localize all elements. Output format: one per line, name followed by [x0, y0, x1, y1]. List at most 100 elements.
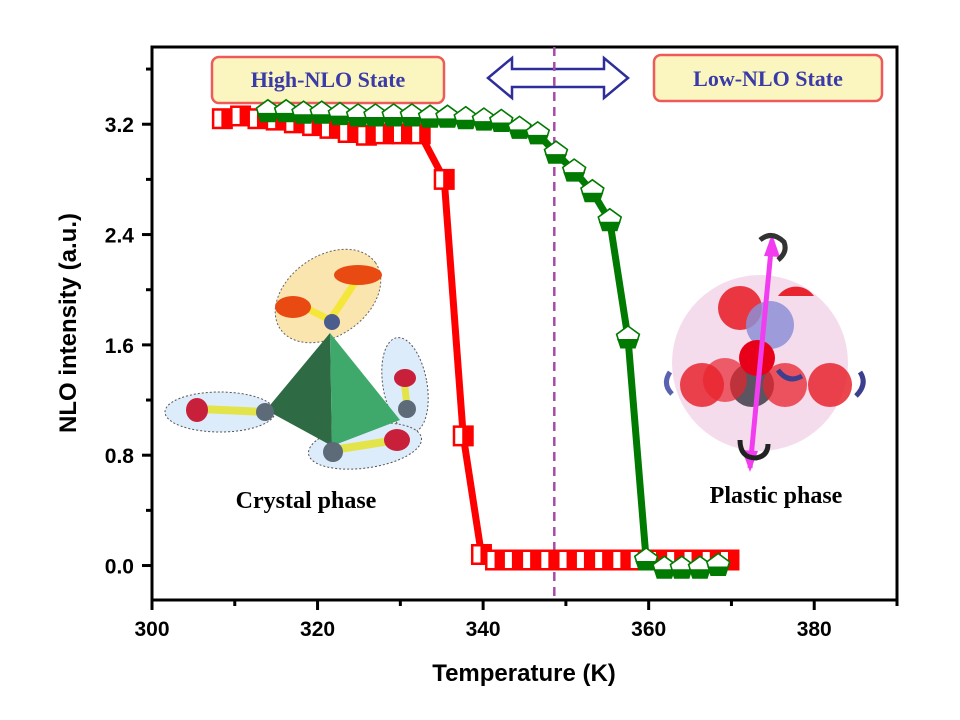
low-state-box-bg	[652, 53, 884, 103]
marker-filled-half	[275, 112, 298, 122]
red-square-marker	[538, 549, 560, 571]
marker-hollow-half	[358, 127, 366, 144]
nitrogen-atom	[324, 314, 340, 330]
green-pentagon-marker	[633, 547, 659, 571]
oxygen-atom	[703, 358, 747, 402]
marker-hollow-half	[304, 117, 312, 134]
oxygen-atom	[334, 265, 382, 285]
x-tick-label: 300	[134, 618, 169, 641]
marker-filled-half	[454, 119, 477, 129]
green-pentagon-marker	[652, 555, 677, 579]
marker-hollow-half	[473, 546, 481, 563]
marker-hollow-half	[375, 125, 383, 142]
red-square-marker	[592, 549, 614, 571]
tetrahedron-left-face	[266, 333, 332, 446]
marker-filled-half	[490, 122, 513, 132]
green-pentagon-marker	[255, 98, 281, 123]
red-square-marker	[502, 549, 524, 571]
double-arrow-icon	[486, 55, 630, 101]
plastic-phase-illustration	[664, 233, 866, 472]
oxygen-atom	[384, 429, 410, 451]
rotation-arrow-right-icon	[854, 370, 866, 398]
plot-frame	[150, 45, 899, 602]
marker-filled-half	[472, 121, 495, 131]
red-square-marker	[574, 549, 596, 571]
marker-filled-half	[419, 118, 442, 128]
green-pentagon-marker	[669, 555, 695, 579]
marker-filled-half	[328, 115, 351, 125]
x-tick-label: 340	[466, 618, 501, 641]
marker-filled-half	[310, 114, 333, 124]
green-pentagon-marker	[453, 105, 479, 130]
y-axis-title: NLO intensity (a.u.)	[55, 213, 82, 433]
high-state-label: High-NLO State	[251, 67, 406, 92]
marker-filled-half	[581, 192, 604, 202]
oxygen-atom	[186, 398, 208, 422]
green-pentagon-marker	[705, 552, 731, 577]
marker-filled-half	[707, 566, 730, 576]
marker-hollow-half	[340, 124, 348, 141]
green-pentagon-marker	[273, 98, 299, 123]
green-pentagon-marker	[488, 108, 514, 132]
marker-hollow-half	[541, 552, 549, 569]
rotation-arrow-left-icon	[664, 370, 674, 396]
rotation-axis-arrowhead-top	[764, 234, 780, 257]
data-series	[211, 98, 740, 579]
marker-filled-half	[635, 561, 658, 571]
carbon-atom	[256, 403, 274, 421]
marker-hollow-half	[595, 552, 603, 569]
oxygen-atom	[739, 340, 775, 376]
green-pentagon-marker	[580, 178, 605, 203]
red-square-marker	[452, 425, 474, 447]
marker-filled-half	[364, 116, 387, 126]
marker-filled-half	[563, 172, 586, 182]
marker-filled-half	[616, 338, 639, 348]
nitrogen-atom	[746, 301, 794, 349]
x-tick-label: 380	[797, 618, 832, 641]
rotation-axis	[747, 239, 775, 469]
marker-filled-half	[347, 116, 370, 126]
marker-hollow-half	[630, 552, 638, 569]
rotation-arrow-center-icon	[775, 368, 804, 382]
marker-filled-half	[598, 221, 621, 231]
red-square-marker	[520, 549, 542, 571]
marker-filled-half	[526, 134, 549, 144]
oxygen-atom	[275, 296, 311, 318]
tetrahedron-right-face	[330, 333, 400, 446]
y-tick-label: 0.8	[105, 445, 135, 468]
rotation-arrow-top-icon	[758, 233, 788, 262]
green-pentagon-marker	[381, 103, 407, 127]
marker-filled-half	[508, 129, 531, 139]
marker-hollow-half	[613, 552, 621, 569]
carbon-atom	[398, 400, 416, 418]
marker-hollow-half	[249, 110, 257, 127]
marker-hollow-half	[436, 171, 444, 188]
series-line-segment	[440, 175, 467, 440]
bond	[199, 405, 266, 416]
marker-hollow-half	[286, 114, 294, 131]
series-line-segment	[459, 432, 485, 558]
red-square-marker	[433, 168, 455, 190]
oxygen-atom	[778, 286, 814, 296]
marker-hollow-half	[504, 552, 512, 569]
oxygen-atom	[394, 369, 416, 387]
marker-filled-half	[436, 118, 459, 128]
low-state-label: Low-NLO State	[693, 66, 843, 91]
crystal-phase-illustration	[164, 248, 429, 470]
marker-hollow-half	[559, 552, 567, 569]
marker-hollow-half	[393, 125, 401, 142]
marker-filled-half	[688, 569, 711, 579]
plastic-phase-label: Plastic phase	[710, 483, 843, 509]
crystal-phase-label: Crystal phase	[236, 488, 377, 514]
y-tick-label: 3.2	[105, 114, 134, 137]
x-axis-title: Temperature (K)	[432, 660, 616, 687]
marker-hollow-half	[523, 552, 531, 569]
series-line-segment	[606, 217, 632, 342]
marker-hollow-half	[455, 427, 463, 444]
marker-hollow-half	[321, 120, 329, 137]
marker-filled-half	[400, 116, 423, 126]
y-tick-label: 0.0	[105, 556, 134, 579]
marker-filled-half	[256, 112, 279, 122]
marker-hollow-half	[412, 125, 420, 142]
